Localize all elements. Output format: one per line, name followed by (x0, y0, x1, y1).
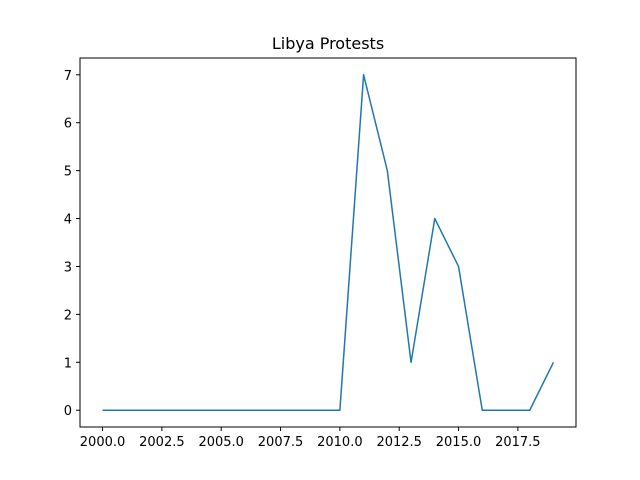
y-axis: 0 1 2 3 4 5 6 7 (64, 69, 80, 419)
x-tick-label: 2000.0 (80, 435, 126, 450)
x-tick-label: 2012.5 (376, 435, 422, 450)
y-tick-label: 0 (64, 404, 72, 419)
plot-area (79, 57, 577, 428)
y-tick-label: 4 (64, 213, 72, 228)
x-tick-label: 2005.0 (198, 435, 244, 450)
y-tick-label: 7 (64, 69, 72, 84)
series-layer (102, 74, 555, 411)
chart-title: Libya Protests (272, 34, 384, 53)
y-tick-label: 6 (64, 117, 72, 132)
x-tick-label: 2007.5 (258, 435, 304, 450)
y-tick-label: 2 (64, 308, 72, 323)
y-tick-label: 5 (64, 165, 72, 180)
y-tick-label: 3 (64, 260, 72, 275)
x-tick-label: 2002.5 (139, 435, 185, 450)
x-tick-label: 2017.5 (495, 435, 541, 450)
x-tick-label: 2010.0 (317, 435, 363, 450)
y-tick-label: 1 (64, 356, 72, 371)
series-line (102, 74, 555, 411)
x-tick-label: 2015.0 (436, 435, 482, 450)
x-axis: 2000.0 2002.5 2005.0 2007.5 2010.0 2012.5 2015… (80, 427, 541, 450)
